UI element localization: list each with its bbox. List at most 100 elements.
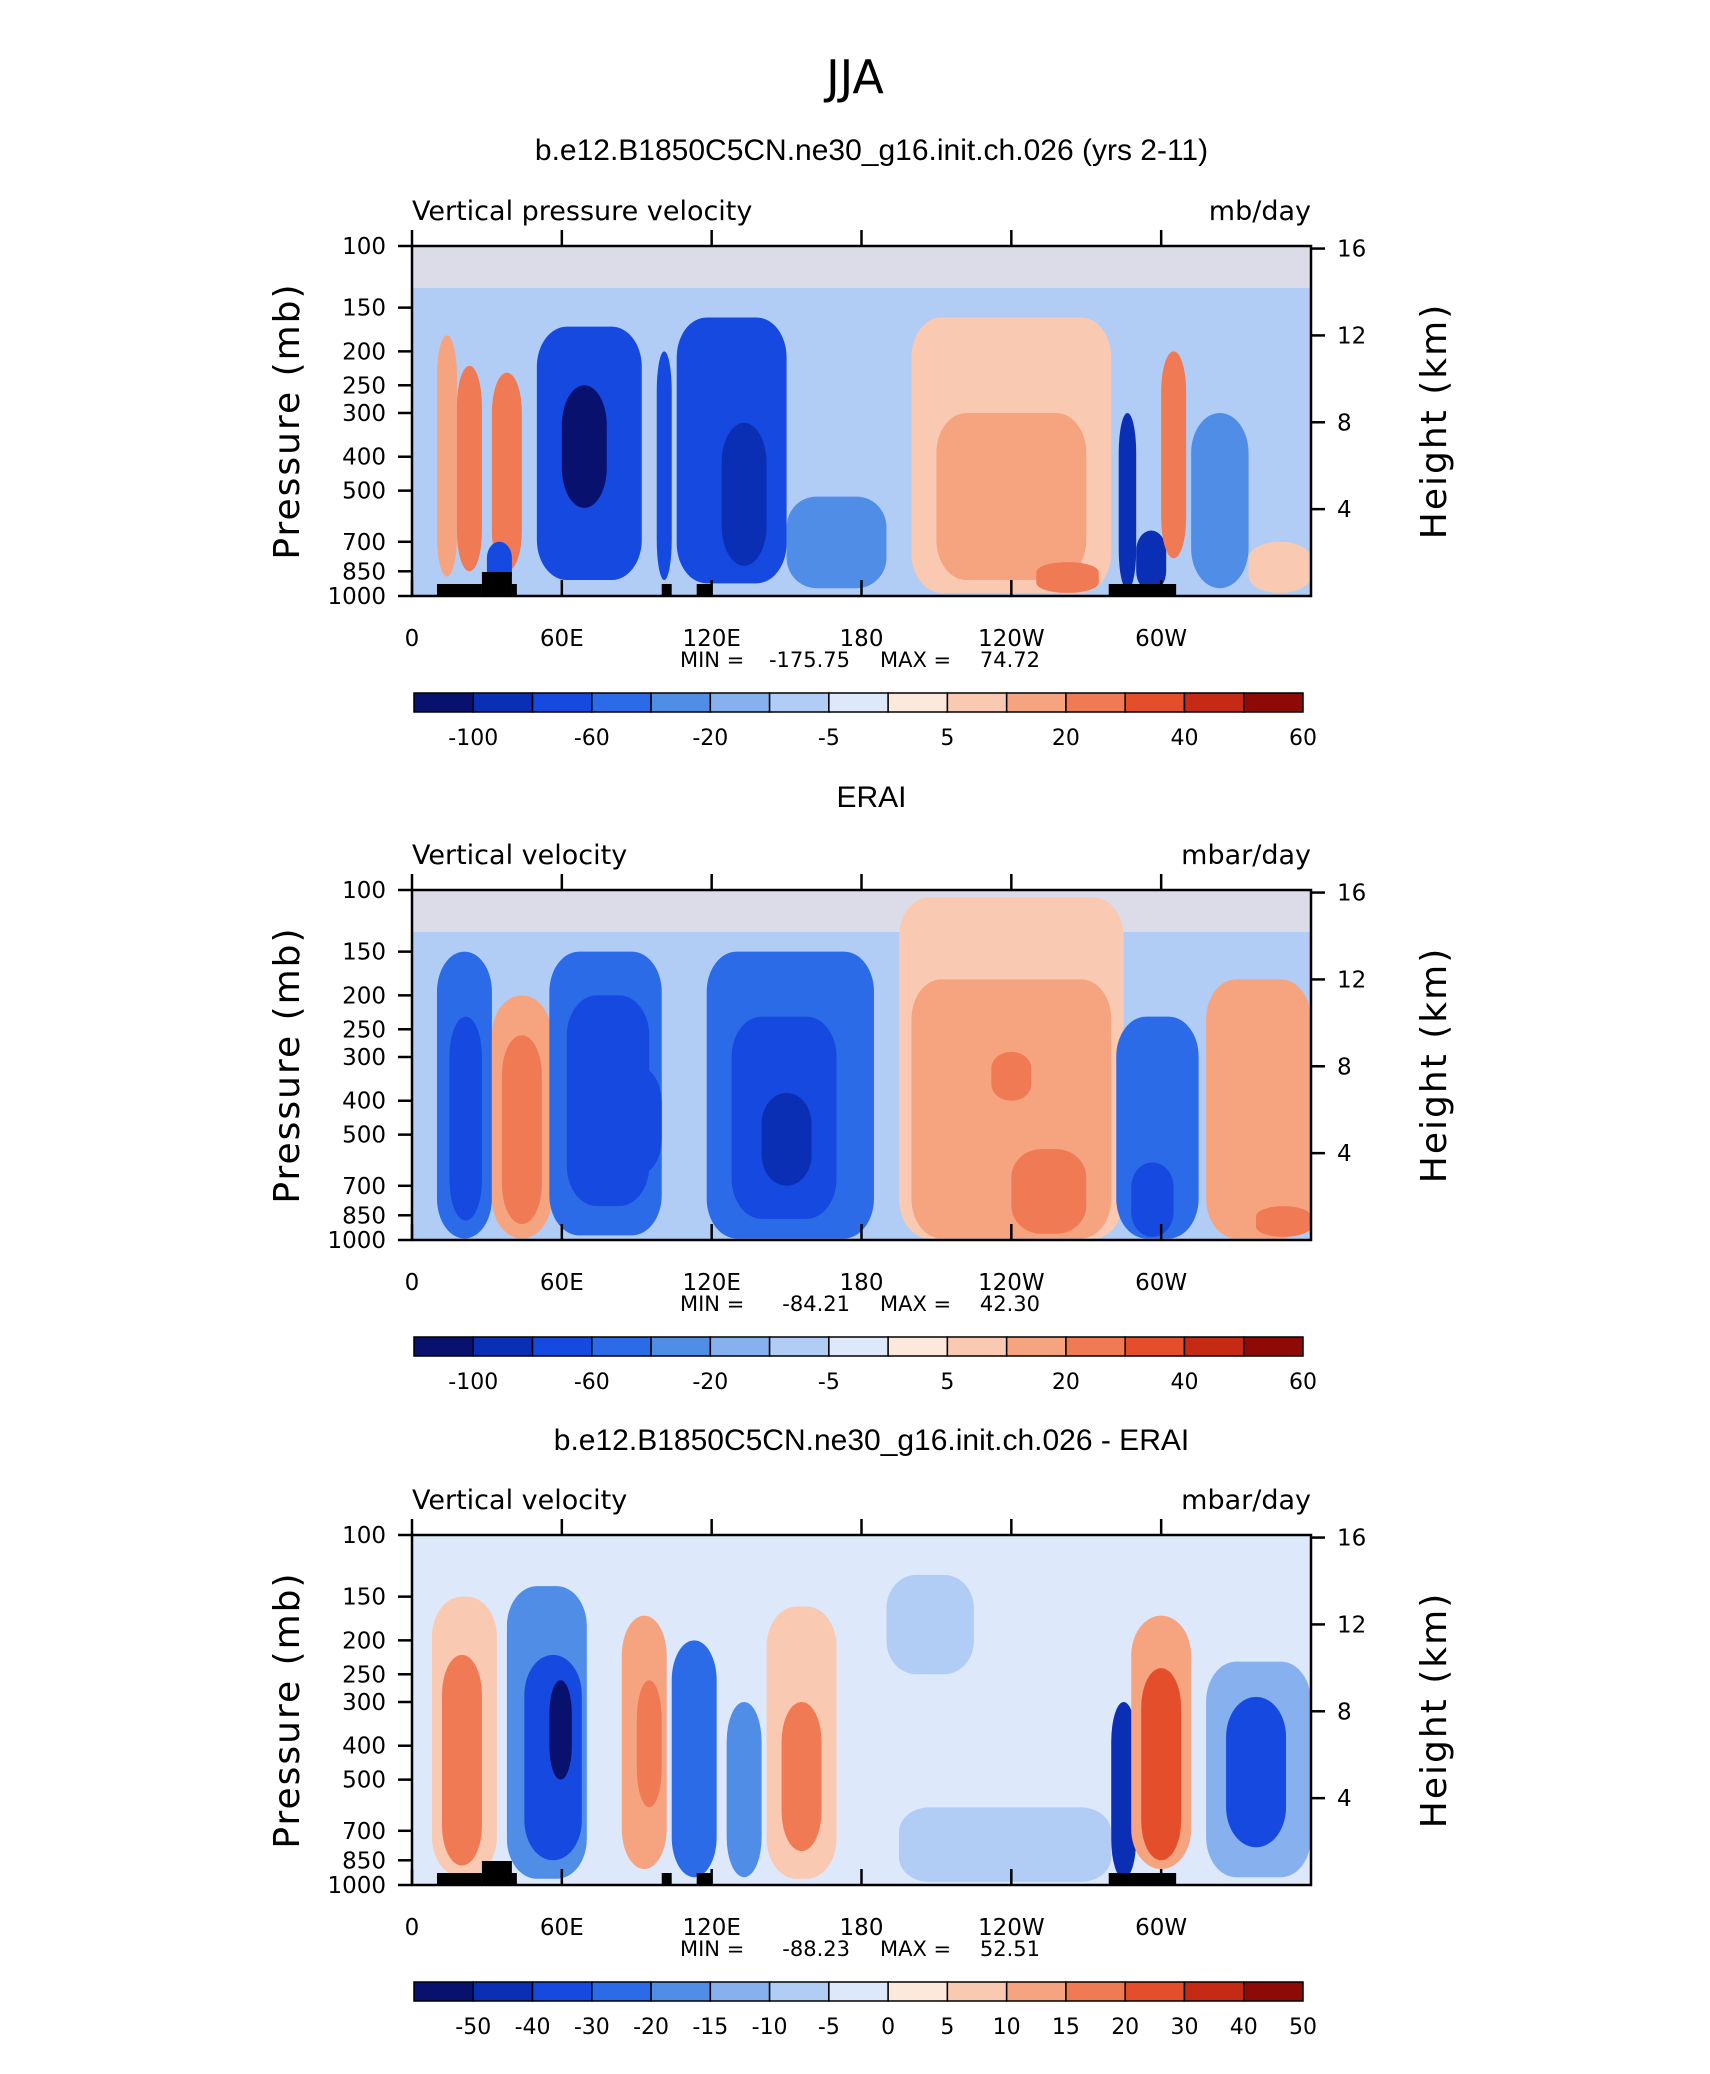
y2-tick-label: 8	[1337, 410, 1352, 436]
contour-region-6	[561, 385, 607, 508]
y2-tick-label: 12	[1337, 323, 1366, 349]
min-label: MIN =	[680, 648, 744, 672]
colorbar: -100 -60 -20 -5 5 20 40 60	[413, 692, 1317, 751]
panel-1: b.e12.B1850C5CN.ne30_g16.init.ch.026 (yr…	[267, 134, 1455, 751]
contour-region-18	[1223, 1029, 1311, 1207]
y-tick-label: 250	[342, 1662, 386, 1688]
y-tick-label: 150	[342, 940, 386, 966]
max-label: MAX =	[880, 648, 951, 672]
y-tick-label: 1000	[327, 1873, 386, 1899]
y-tick-label: 200	[342, 339, 386, 365]
colorbar-swatch	[1124, 1981, 1186, 2002]
colorbar-label: -20	[633, 2015, 669, 2040]
y-tick-label: 300	[342, 401, 386, 427]
colorbar-swatch	[1183, 1981, 1245, 2002]
colorbar-swatch	[591, 1981, 652, 2002]
min-value: -84.21	[782, 1292, 850, 1316]
x-tick-label: 60E	[540, 626, 584, 652]
x-tick-label: 0	[405, 626, 420, 652]
contour-region-4	[501, 1035, 542, 1224]
topography-mask	[1108, 584, 1177, 596]
contour-region-11	[781, 1701, 822, 1852]
y2-tick-label: 16	[1337, 237, 1366, 263]
colorbar-swatch	[1005, 692, 1067, 713]
units-label: mbar/day	[1181, 840, 1311, 871]
contour-region-18	[1248, 541, 1311, 593]
y-tick-label: 500	[342, 1123, 386, 1149]
colorbar-swatch	[946, 692, 1008, 713]
contour-region-14	[1011, 1149, 1087, 1234]
upper-band	[412, 1535, 1311, 1577]
colorbar-swatch	[531, 1336, 593, 1357]
y-tick-label: 400	[342, 1089, 386, 1115]
colorbar-swatch	[413, 692, 475, 713]
colorbar-label: -60	[574, 1370, 610, 1395]
y-axis-label: Pressure (mb)	[267, 282, 308, 559]
x-tick-label: 180	[840, 1270, 884, 1296]
x-tick-label: 120E	[682, 626, 740, 652]
colorbar-swatch	[709, 692, 771, 713]
max-value: 42.30	[980, 1292, 1040, 1316]
colorbar-swatch	[1124, 692, 1186, 713]
contour-region-14	[1111, 1701, 1137, 1879]
y-tick-label: 400	[342, 1734, 386, 1760]
contour-region-10	[786, 496, 887, 589]
variable-label: Vertical pressure velocity	[412, 196, 752, 227]
x-tick-label: 60W	[1135, 1915, 1187, 1941]
contour-region-18	[1226, 1696, 1287, 1848]
colorbar-swatch	[1183, 692, 1245, 713]
contour-region-2	[456, 365, 482, 572]
x-tick-label: 120W	[978, 1915, 1045, 1941]
colorbar-label: 5	[940, 2015, 954, 2040]
colorbar-label: 20	[1111, 2015, 1139, 2040]
colorbar-swatch	[946, 1336, 1008, 1357]
contour-region-13	[898, 1807, 1112, 1882]
colorbar-swatch	[828, 1981, 889, 2002]
colorbar-swatch	[1242, 1981, 1304, 2002]
colorbar-label: -5	[818, 726, 840, 751]
contour-field	[412, 246, 1311, 596]
y-tick-label: 200	[342, 983, 386, 1009]
colorbar-label: 20	[1052, 1370, 1080, 1395]
y2-tick-label: 4	[1337, 1786, 1352, 1812]
y-tick-label: 850	[342, 559, 386, 585]
y2-tick-label: 8	[1337, 1699, 1352, 1725]
colorbar-label: 40	[1170, 1370, 1198, 1395]
contour-region-16	[1141, 1668, 1182, 1861]
colorbar-swatch	[946, 1981, 1008, 2002]
colorbar-swatch	[591, 1336, 652, 1357]
colorbar-label: 40	[1170, 726, 1198, 751]
units-label: mbar/day	[1181, 1485, 1311, 1516]
panel-title: b.e12.B1850C5CN.ne30_g16.init.ch.026 (yr…	[535, 134, 1208, 167]
colorbar-label: -30	[574, 2015, 610, 2040]
colorbar-label: -20	[692, 726, 728, 751]
max-label: MAX =	[880, 1292, 951, 1316]
colorbar-swatch	[531, 1981, 593, 2002]
figure-title: JJA	[823, 50, 884, 104]
y-tick-label: 300	[342, 1045, 386, 1071]
topography-mask	[511, 584, 517, 596]
y2-tick-label: 4	[1337, 1141, 1352, 1167]
y-tick-label: 1000	[327, 584, 386, 610]
contour-region-17	[1191, 412, 1249, 589]
colorbar-swatch	[1005, 1981, 1067, 2002]
x-tick-label: 120E	[682, 1270, 740, 1296]
y-tick-label: 500	[342, 1768, 386, 1794]
y-tick-label: 300	[342, 1690, 386, 1716]
panel-2: ERAI Vertical velocity mbar/day 0 60E 120E 180…	[267, 781, 1455, 1395]
colorbar-swatch	[531, 692, 593, 713]
contour-region-8	[671, 1640, 717, 1878]
contour-field	[412, 1535, 1311, 1885]
y-axis-label: Pressure (mb)	[267, 926, 308, 1203]
y-tick-label: 400	[342, 445, 386, 471]
min-label: MIN =	[680, 1292, 744, 1316]
x-tick-label: 60W	[1135, 626, 1187, 652]
max-label: MAX =	[880, 1937, 951, 1961]
x-tick-label: 60W	[1135, 1270, 1187, 1296]
colorbar-swatch	[768, 1981, 830, 2002]
colorbar-label: 5	[940, 726, 954, 751]
contour-region-12	[936, 412, 1087, 580]
y2-axis-label: Height (km)	[1414, 1592, 1455, 1828]
topography-mask	[481, 572, 512, 596]
